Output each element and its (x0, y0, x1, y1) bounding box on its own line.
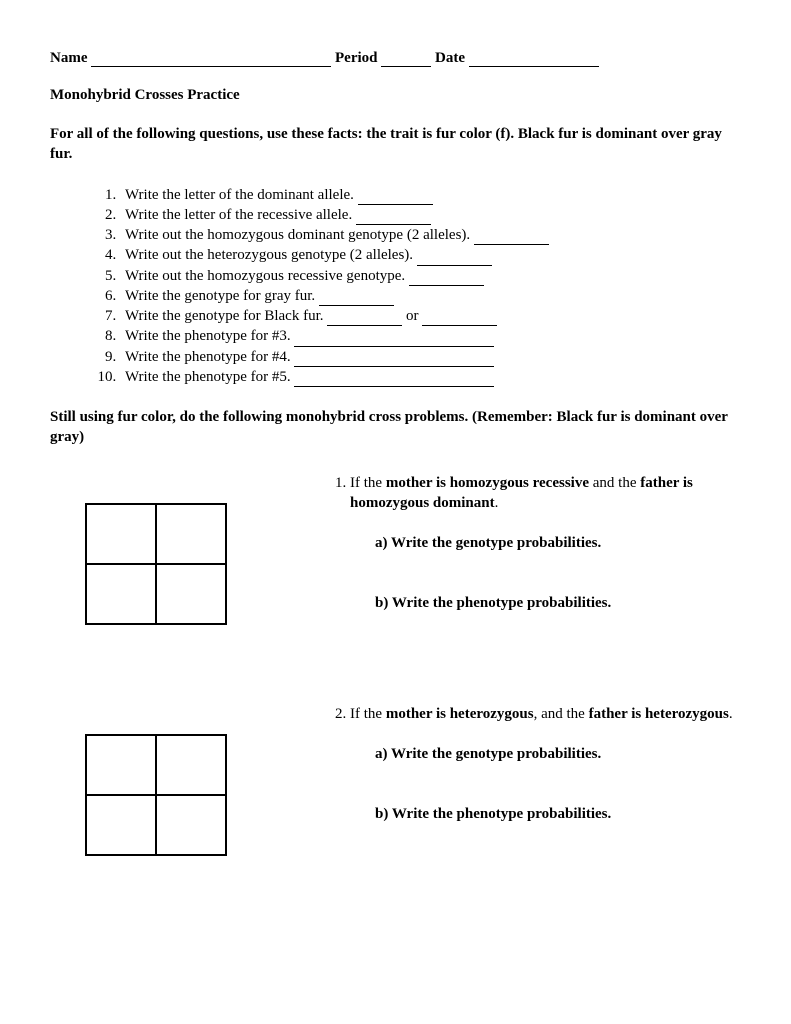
question-text: Write the phenotype for #3. (125, 328, 291, 344)
problem-intro: . (495, 495, 499, 511)
problem-text: If the mother is heterozygous, and the f… (330, 704, 741, 865)
punnett-container (50, 704, 330, 856)
question-item: Write the letter of the dominant allele. (120, 185, 741, 205)
question-item: Write out the homozygous recessive genot… (120, 266, 741, 286)
problem-row: If the mother is homozygous recessive an… (50, 473, 741, 654)
name-label: Name (50, 50, 88, 66)
problem-row: If the mother is heterozygous, and the f… (50, 704, 741, 865)
problem-intro-bold: father is heterozygous (589, 706, 729, 722)
punnett-square[interactable] (85, 734, 227, 856)
problem-intro: , and the (534, 706, 589, 722)
section-2-title: Still using fur color, do the following … (50, 407, 741, 448)
question-text: Write the letter of the dominant allele. (125, 187, 354, 203)
or-text: or (402, 308, 422, 324)
question-text: Write the phenotype for #4. (125, 349, 291, 365)
punnett-cell[interactable] (156, 735, 226, 795)
date-label: Date (435, 50, 465, 66)
question-item: Write the phenotype for #3. (120, 326, 741, 346)
question-text: Write the letter of the recessive allele… (125, 207, 352, 223)
punnett-cell[interactable] (156, 504, 226, 564)
question-item: Write out the heterozygous genotype (2 a… (120, 245, 741, 265)
problem-intro-bold: mother is homozygous recessive (386, 475, 589, 491)
name-blank[interactable] (91, 66, 331, 67)
punnett-cell[interactable] (86, 735, 156, 795)
question-item: Write the genotype for gray fur. (120, 286, 741, 306)
problem-item: If the mother is homozygous recessive an… (350, 473, 741, 614)
punnett-cell[interactable] (86, 564, 156, 624)
period-blank[interactable] (381, 66, 431, 67)
question-item: Write out the homozygous dominant genoty… (120, 225, 741, 245)
problem-list: If the mother is homozygous recessive an… (330, 473, 741, 614)
question-item: Write the genotype for Black fur. or (120, 306, 741, 326)
punnett-cell[interactable] (86, 504, 156, 564)
question-item: Write the phenotype for #4. (120, 347, 741, 367)
question-text: Write the genotype for gray fur. (125, 288, 315, 304)
answer-blank[interactable] (409, 285, 484, 286)
worksheet-header: Name Period Date (50, 50, 741, 67)
answer-blank[interactable] (294, 386, 494, 387)
problem-sub-a: a) Write the genotype probabilities. (350, 533, 741, 553)
question-text: Write the phenotype for #5. (125, 369, 291, 385)
worksheet-title: Monohybrid Crosses Practice (50, 87, 741, 104)
punnett-cell[interactable] (86, 795, 156, 855)
punnett-container (50, 473, 330, 625)
punnett-cell[interactable] (156, 795, 226, 855)
questions-list: Write the letter of the dominant allele.… (50, 185, 741, 388)
problem-sub-b: b) Write the phenotype probabilities. (350, 593, 741, 613)
question-text: Write out the homozygous recessive genot… (125, 268, 405, 284)
problem-intro: and the (589, 475, 640, 491)
instructions-text: For all of the following questions, use … (50, 124, 741, 165)
problem-list: If the mother is heterozygous, and the f… (330, 704, 741, 825)
question-text: Write out the homozygous dominant genoty… (125, 227, 470, 243)
punnett-cell[interactable] (156, 564, 226, 624)
problem-text: If the mother is homozygous recessive an… (330, 473, 741, 654)
problem-item: If the mother is heterozygous, and the f… (350, 704, 741, 825)
problem-intro-bold: mother is heterozygous (386, 706, 534, 722)
date-blank[interactable] (469, 66, 599, 67)
question-text: Write the genotype for Black fur. (125, 308, 324, 324)
period-label: Period (335, 50, 378, 66)
question-item: Write the letter of the recessive allele… (120, 205, 741, 225)
punnett-square[interactable] (85, 503, 227, 625)
problem-sub-b: b) Write the phenotype probabilities. (350, 804, 741, 824)
problem-intro: If the (350, 475, 386, 491)
question-item: Write the phenotype for #5. (120, 367, 741, 387)
question-text: Write out the heterozygous genotype (2 a… (125, 247, 413, 263)
problem-intro: If the (350, 706, 386, 722)
problem-intro: . (729, 706, 733, 722)
problem-sub-a: a) Write the genotype probabilities. (350, 744, 741, 764)
